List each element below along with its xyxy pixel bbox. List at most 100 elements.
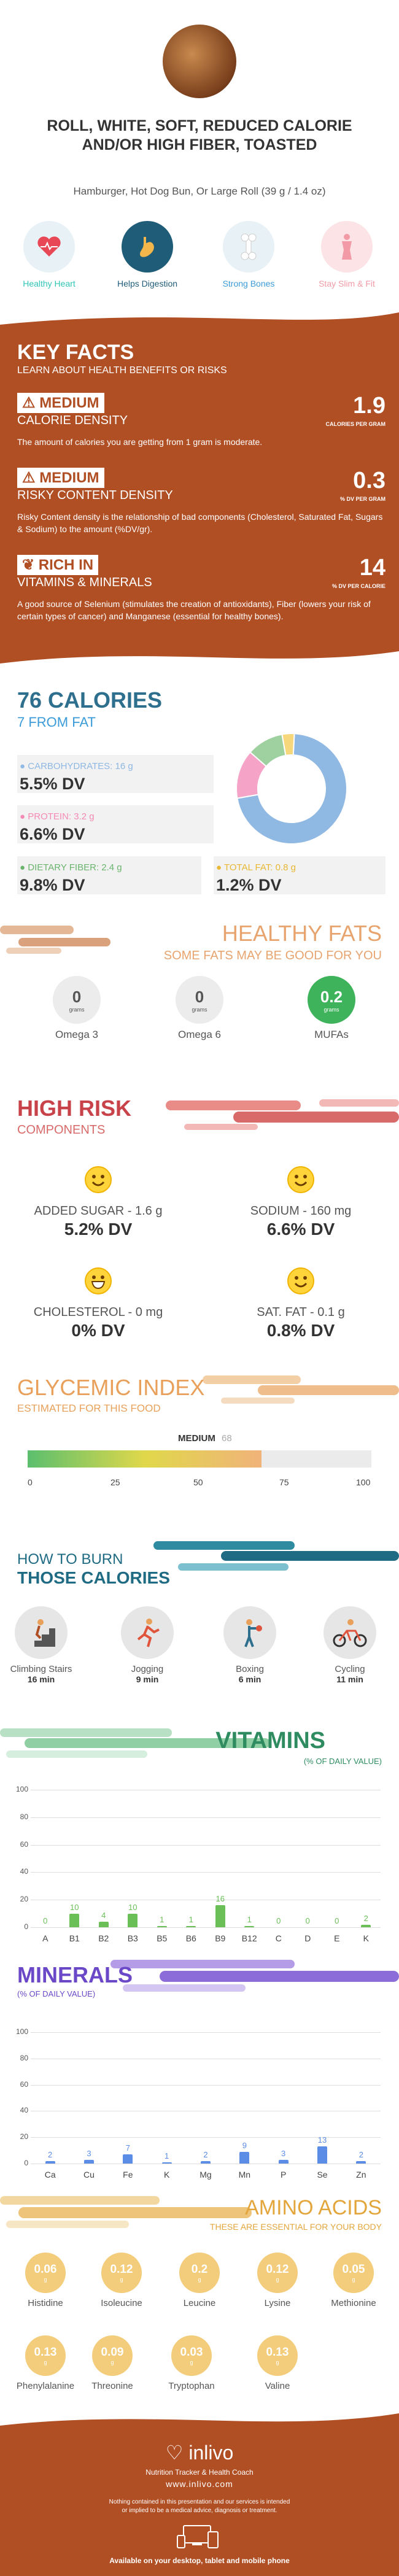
gi-tick: 0	[28, 1477, 33, 1487]
vitamins-title: VITAMINS	[215, 1728, 325, 1754]
bar	[98, 1922, 109, 1927]
gi-level-label: MEDIUM 68	[178, 1433, 232, 1444]
x-tick-label: K	[163, 2170, 170, 2180]
fat-value-circle: 0 grams	[176, 976, 223, 1024]
bar-value-label: 0	[335, 1916, 339, 1925]
warning-icon: ⚠	[22, 395, 36, 411]
grin-icon	[85, 1267, 112, 1294]
y-tick-label: 0	[24, 1922, 28, 1931]
glycemic-title: GLYCEMIC INDEX	[17, 1375, 205, 1400]
bar-value-label: 9	[242, 2140, 247, 2150]
fat-name: MUFAs	[314, 1029, 349, 1040]
protein-dv: 6.6% DV	[20, 825, 85, 843]
benefit-label: Helps Digestion	[117, 279, 178, 288]
minerals-title: MINERALS	[17, 1962, 133, 1987]
x-tick-label: E	[334, 1933, 340, 1943]
footer-url[interactable]: www.inlivo.com	[166, 2479, 233, 2489]
amino-name: Leucine	[183, 2298, 216, 2308]
heart-logo-icon: ♡	[165, 2442, 184, 2464]
fat-name: Omega 6	[178, 1029, 221, 1040]
bar-value-label: 13	[317, 2135, 327, 2145]
x-tick-label: B2	[98, 1933, 109, 1943]
smiley-icon	[287, 1166, 314, 1193]
glycemic-section: GLYCEMIC INDEX ESTIMATED FOR THIS FOOD M…	[0, 1372, 399, 1519]
bar-value-label: 0	[276, 1916, 281, 1925]
fact-level: ⚠ MEDIUM	[17, 393, 104, 413]
brand-logo: ♡ inlivo	[165, 2442, 234, 2464]
y-tick-label: 0	[24, 2159, 28, 2167]
vitamins-subtitle: (% OF DAILY VALUE)	[303, 1757, 382, 1766]
body-icon	[321, 221, 373, 273]
footer-section: ♡ inlivo Nutrition Tracker & Health Coac…	[0, 2408, 399, 2576]
grid-line	[31, 2137, 381, 2138]
pie-slice	[236, 733, 347, 845]
fact-level: ❦ RICH IN	[17, 555, 99, 575]
key-facts-title: KEY FACTS	[17, 341, 134, 364]
fat-name: Omega 3	[55, 1029, 98, 1040]
fact-value: 14	[359, 555, 385, 581]
decorative-stripes	[110, 1960, 399, 1992]
risk-sodium: SODIUM - 160 mg 6.6% DV	[221, 1166, 381, 1239]
glycemic-subtitle: ESTIMATED FOR THIS FOOD	[17, 1402, 161, 1414]
stairs-icon	[15, 1606, 68, 1659]
grid-line	[31, 1817, 381, 1818]
dot-icon: ●	[216, 862, 222, 873]
risk-dv: 0% DV	[71, 1321, 125, 1340]
burn-time: 9 min	[136, 1674, 159, 1684]
decorative-stripes	[0, 926, 110, 954]
bar-value-label: 10	[128, 1902, 138, 1912]
y-tick-label: 80	[20, 2053, 28, 2062]
bar-value-label: 0	[43, 1916, 48, 1925]
footer-available: Available on your desktop, tablet and mo…	[109, 2556, 290, 2565]
bar	[317, 2146, 327, 2164]
amino-histidine: 0.06 g Histidine	[22, 2253, 69, 2308]
food-title: ROLL, WHITE, SOFT, REDUCED CALORIE AND/O…	[47, 117, 352, 153]
amino-tryptophan: 0.03 g Tryptophan	[161, 2335, 222, 2391]
fat-mufas: 0.2 grams MUFAs	[295, 976, 368, 1041]
stomach-icon	[122, 221, 173, 273]
decorative-stripes	[153, 1541, 399, 1571]
smiley-icon	[85, 1166, 112, 1193]
y-tick-label: 20	[20, 2132, 28, 2141]
grid-line	[31, 1927, 381, 1928]
high-risk-subtitle: COMPONENTS	[17, 1123, 106, 1137]
amino-phenylalanine: 0.13 g Phenylalanine	[16, 2335, 75, 2391]
heart-icon	[23, 221, 75, 273]
amino-name: Histidine	[28, 2298, 63, 2308]
fiber-block: ● DIETARY FIBER: 2.4 g 9.8% DV	[17, 856, 201, 894]
wave-divider	[0, 651, 399, 670]
y-tick-label: 40	[20, 2106, 28, 2115]
bar	[84, 2159, 94, 2164]
burn-section: HOW TO BURN THOSE CALORIES Climbing Stai…	[0, 1537, 399, 1715]
fact-desc: The amount of calories you are getting f…	[17, 437, 263, 447]
amino-value-circle: 0.09 g	[92, 2335, 133, 2376]
amino-value-circle: 0.03 g	[171, 2335, 212, 2376]
wave-divider	[0, 2408, 399, 2426]
vitamins-section: VITAMINS (% OF DAILY VALUE) 100 80 60 40 20 0…	[0, 1725, 399, 1958]
amino-value-circle: 0.06 g	[25, 2253, 66, 2293]
fat-omega6: 0 grams Omega 6	[163, 976, 236, 1041]
burn-activity: Jogging	[131, 1664, 164, 1674]
food-image	[163, 25, 236, 98]
amino-value-circle: 0.12 g	[101, 2253, 142, 2293]
grid-line	[31, 1872, 381, 1873]
amino-name: Tryptophan	[168, 2381, 215, 2391]
risk-cholesterol: CHOLESTEROL - 0 mg 0% DV	[18, 1267, 178, 1340]
bar-value-label: 1	[247, 1914, 252, 1924]
bar-value-label: 1	[188, 1914, 193, 1924]
amino-value-circle: 0.2 g	[179, 2253, 220, 2293]
protein-block: ● PROTEIN: 3.2 g 6.6% DV	[17, 805, 214, 843]
x-tick-label: Mn	[238, 2170, 251, 2180]
minerals-bar-chart: 100 80 60 40 20 0 2 Ca 3 Cu 7 Fe 1 K 2 Mg 9 Mn 3 P 13 Se 2 Zn	[12, 2027, 387, 2188]
amino-value-circle: 0.13 g	[25, 2335, 66, 2376]
x-tick-label: Mg	[200, 2170, 212, 2180]
y-tick-label: 100	[15, 1785, 28, 1793]
benefit-healthy-heart: Healthy Heart	[9, 221, 89, 288]
fact-unit: CALORIES PER GRAM	[325, 421, 385, 427]
amino-title: AMINO ACIDS	[245, 2196, 382, 2219]
benefit-slim-fit: Stay Slim & Fit	[307, 221, 387, 288]
key-facts-section: KEY FACTS LEARN ABOUT HEALTH BENEFITS OR…	[0, 306, 399, 670]
devices-icon	[175, 2524, 224, 2549]
amino-lysine: 0.12 g Lysine	[254, 2253, 301, 2308]
risk-sat-fat: SAT. FAT - 0.1 g 0.8% DV	[221, 1267, 381, 1340]
